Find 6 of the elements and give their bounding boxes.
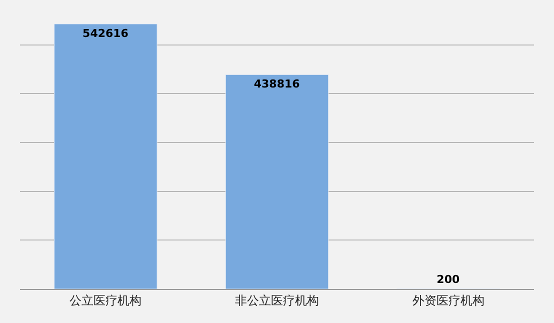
data-label: 200 [436, 272, 460, 286]
x-tick-label: 非公立医疗机构 [235, 293, 319, 308]
x-tick-label: 外资医疗机构 [412, 293, 484, 308]
data-label: 542616 [82, 26, 129, 40]
x-tick-label: 公立医疗机构 [70, 293, 142, 308]
data-label: 438816 [254, 78, 300, 91]
